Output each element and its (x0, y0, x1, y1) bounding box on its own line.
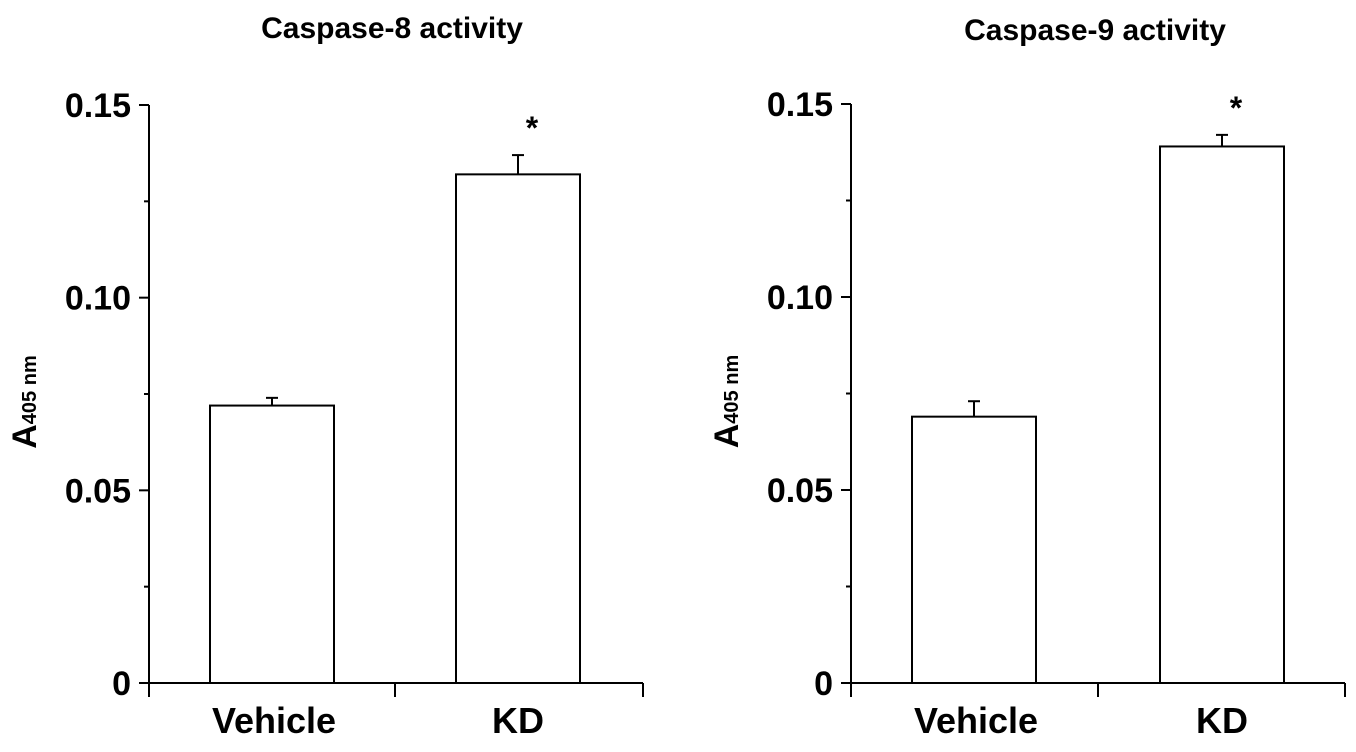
y-axis-label: A405 nm (6, 355, 44, 449)
y-tick-label: 0 (112, 665, 131, 703)
y-tick-label: 0.10 (65, 280, 131, 318)
y-tick-label: 0.15 (65, 87, 131, 125)
x-tick-label: KD (492, 700, 544, 741)
bar-vehicle (911, 415, 1037, 684)
y-tick-label: 0.05 (767, 472, 833, 510)
x-tick-label: Vehicle (914, 700, 1038, 741)
y-axis-label: A405 nm (708, 355, 746, 449)
chart-panel-2: Caspase-9 activity 0 0.05 0.10 0.15 A405 nm Ve… (708, 14, 1346, 741)
significance-marker: * (1230, 90, 1243, 126)
x-tick-label: KD (1196, 700, 1248, 741)
y-axis-label-subscript: 405 nm (19, 355, 41, 424)
bar-kd (455, 173, 581, 685)
y-tick-label: 0.10 (767, 279, 833, 317)
chart-title: Caspase-9 activity (964, 14, 1226, 47)
chart-title: Caspase-8 activity (261, 12, 523, 45)
y-tick-label: 0.15 (767, 86, 833, 124)
significance-marker: * (526, 110, 539, 146)
bar-kd (1159, 145, 1285, 684)
y-tick-label: 0.05 (65, 472, 131, 510)
y-axis-label-main: A (6, 424, 44, 449)
bar-vehicle (209, 404, 335, 684)
y-tick-label: 0 (814, 665, 833, 703)
chart-panel-1: Caspase-8 activity 0 0.05 0.10 0.15 A405 nm Ve… (6, 12, 644, 741)
y-axis-label-subscript: 405 nm (721, 355, 743, 424)
y-axis-label-main: A (708, 424, 746, 449)
x-tick-label: Vehicle (212, 700, 336, 741)
